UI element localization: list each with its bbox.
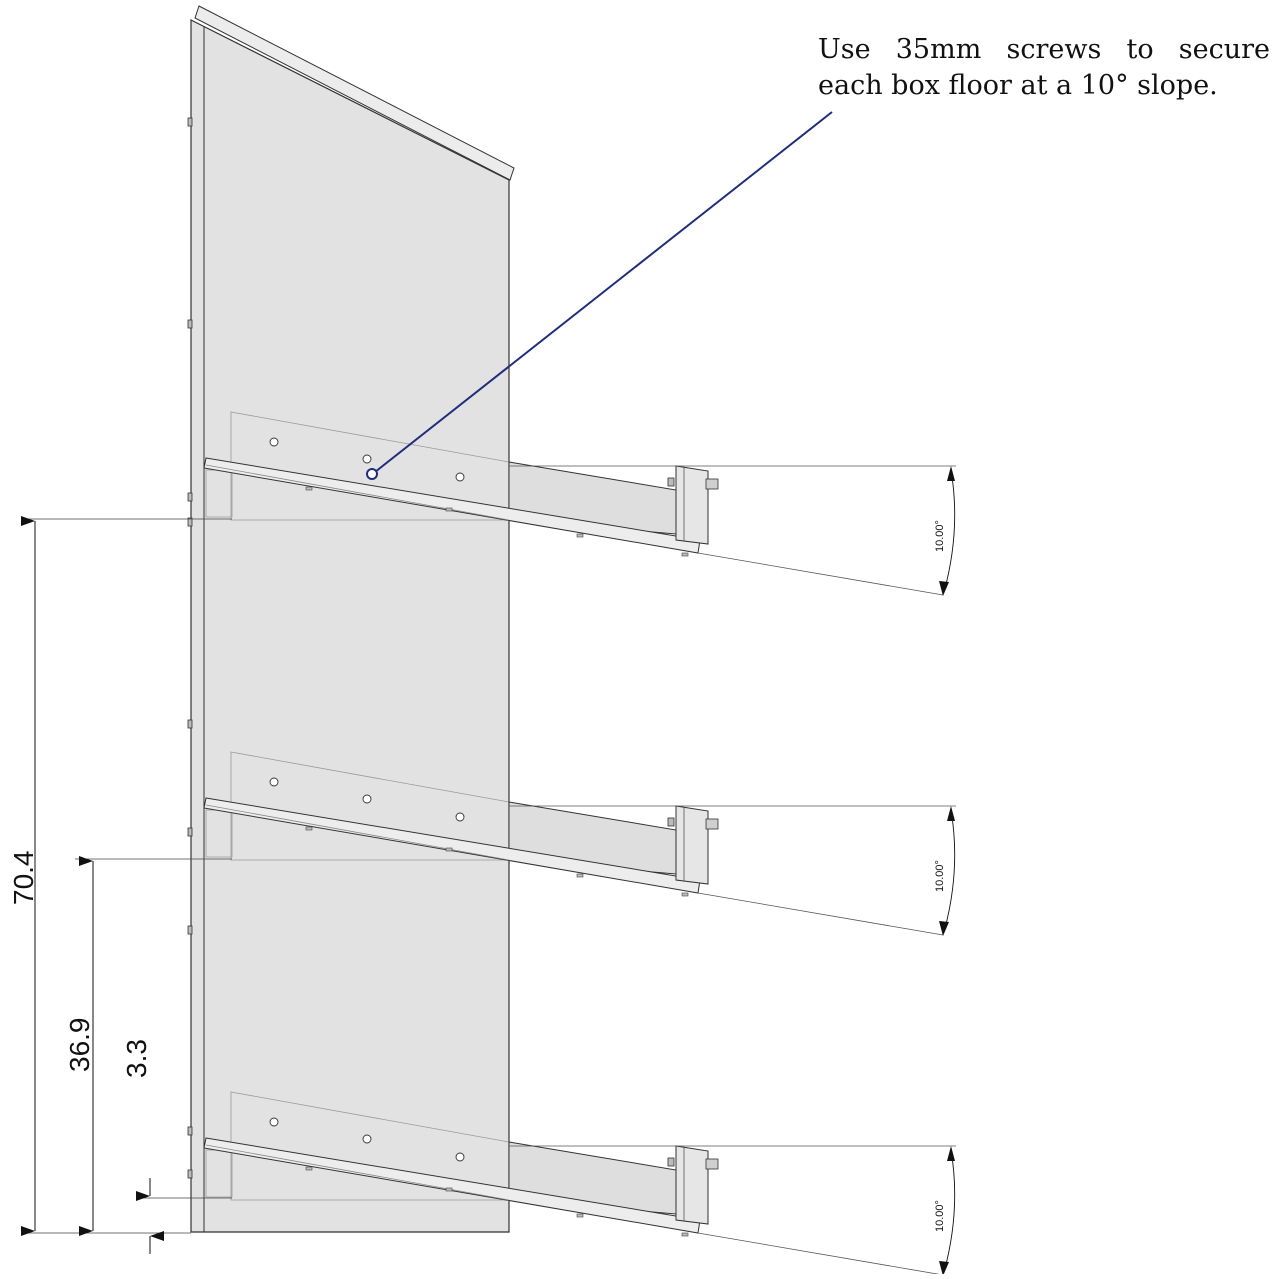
dim-mid: 36.9 bbox=[64, 856, 95, 1236]
shelf-bottom: 10.00° bbox=[203, 1091, 956, 1276]
front-block bbox=[675, 1145, 709, 1225]
dim-bottom-label: 3.3 bbox=[121, 1039, 152, 1078]
bolt-icon bbox=[705, 818, 719, 830]
screw-hole-icon bbox=[362, 454, 372, 464]
shelf-top: 10.00° bbox=[203, 411, 956, 596]
dim-mid-label: 36.9 bbox=[64, 1018, 95, 1073]
callout-note: Use 35mm screws to secure each box floor… bbox=[818, 34, 1270, 101]
screw-hole-icon bbox=[362, 1134, 372, 1144]
dim-bottom: 3.3 bbox=[121, 1039, 164, 1254]
bolt-icon bbox=[705, 478, 719, 490]
screw-hole-icon bbox=[269, 777, 279, 787]
dim-overall-label: 70.4 bbox=[8, 851, 39, 906]
shelf-middle: 10.00° bbox=[203, 751, 956, 936]
screw-hole-icon bbox=[269, 1117, 279, 1127]
front-block bbox=[675, 805, 709, 885]
angle-arc bbox=[943, 809, 956, 933]
screw-hole-icon bbox=[269, 437, 279, 447]
bolt-icon bbox=[705, 1158, 719, 1170]
angle-label: 10.00° bbox=[934, 520, 946, 552]
angle-label: 10.00° bbox=[934, 860, 946, 892]
callout-leader bbox=[366, 111, 833, 480]
back-panel bbox=[187, 5, 515, 1233]
dim-overall: 70.4 bbox=[8, 516, 39, 1236]
angle-arc bbox=[943, 469, 956, 593]
angle-label: 10.00° bbox=[934, 1200, 946, 1232]
screw-hole-icon bbox=[455, 1152, 465, 1162]
screw-hole-icon bbox=[455, 472, 465, 482]
screw-hole-icon bbox=[362, 794, 372, 804]
angle-arc bbox=[943, 1149, 956, 1273]
front-block bbox=[675, 465, 709, 545]
screw-hole-icon bbox=[455, 812, 465, 822]
